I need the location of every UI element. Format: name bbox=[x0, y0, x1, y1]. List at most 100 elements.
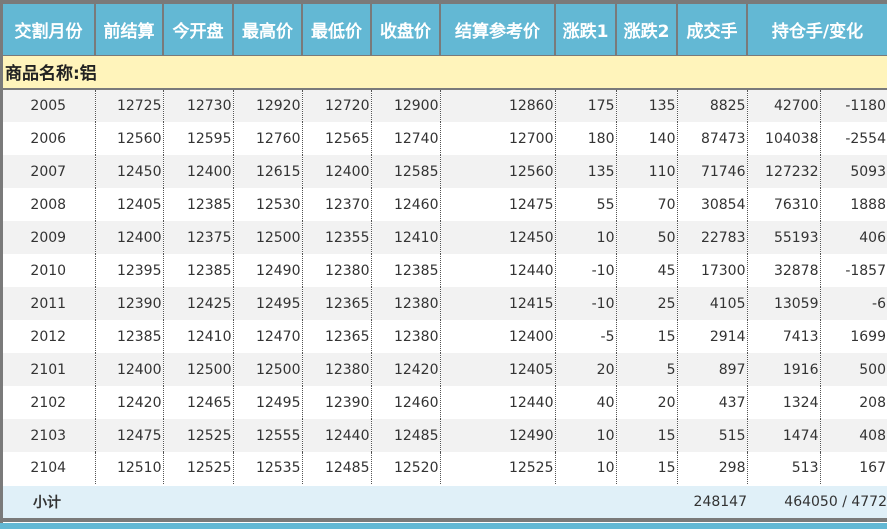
header-settle-ref: 结算参考价 bbox=[440, 4, 556, 55]
table-cell: -10 bbox=[555, 287, 617, 320]
table-cell: 135 bbox=[555, 155, 617, 188]
table-cell: 17300 bbox=[677, 254, 748, 287]
table-cell: 87473 bbox=[677, 122, 748, 155]
subtotal-open-interest: 464050 / 4772 bbox=[747, 484, 887, 522]
table-cell: 12475 bbox=[95, 419, 164, 452]
futures-quote-table: 交割月份 前结算 今开盘 最高价 最低价 收盘价 结算参考价 涨跌1 涨跌2 成… bbox=[3, 4, 887, 522]
table-cell: 12410 bbox=[163, 320, 234, 353]
table-row: 2007 12450 12400 12615 12400 12585 12560 135 110… bbox=[3, 155, 887, 188]
subtotal-volume: 248147 bbox=[677, 484, 747, 522]
table-cell: 12440 bbox=[440, 254, 556, 287]
table-cell: 12390 bbox=[95, 287, 164, 320]
table-cell: 50 bbox=[616, 221, 678, 254]
table-cell: 1699 bbox=[850, 328, 886, 345]
table-cell: 12470 bbox=[233, 320, 303, 353]
table-cell: 2102 bbox=[3, 386, 96, 419]
table-cell: 12485 bbox=[371, 419, 441, 452]
table-cell: 180 bbox=[555, 122, 617, 155]
table-cell: -5 bbox=[555, 320, 617, 353]
table-cell: 45 bbox=[616, 254, 678, 287]
header-close: 收盘价 bbox=[371, 4, 441, 55]
table-cell: 12510 bbox=[95, 452, 164, 485]
table-cell: 2008 bbox=[3, 188, 96, 221]
table-cell: 2914 bbox=[677, 320, 748, 353]
table-cell: 12440 bbox=[302, 419, 372, 452]
table-cell: 12500 bbox=[233, 353, 303, 386]
table-cell: 12375 bbox=[163, 221, 234, 254]
table-cell: 32878 bbox=[747, 254, 821, 287]
table-cell: 12520 bbox=[371, 452, 441, 485]
table-cell: 12400 bbox=[440, 320, 556, 353]
table-cell: 7413 bbox=[747, 320, 821, 353]
table-cell: 2005 bbox=[3, 89, 96, 122]
table-cell: 15 bbox=[616, 452, 678, 485]
table-cell: 12395 bbox=[95, 254, 164, 287]
table-cell: 10 bbox=[555, 452, 617, 485]
table-cell: 12450 bbox=[440, 221, 556, 254]
table-cell: 12495 bbox=[233, 386, 303, 419]
table-cell: 2010 bbox=[3, 254, 96, 287]
table-cell: 167 bbox=[859, 460, 886, 476]
subtotal-row: 小计 248147 464050 / 4772 bbox=[3, 484, 887, 522]
table-cell: -1857 bbox=[845, 262, 886, 279]
table-cell: 12555 bbox=[233, 419, 303, 452]
table-cell: 12415 bbox=[440, 287, 556, 320]
table-cell: 42700 bbox=[747, 89, 821, 122]
table-cell: 12420 bbox=[371, 353, 441, 386]
table-cell: 12385 bbox=[163, 188, 234, 221]
table-cell: 12400 bbox=[302, 155, 372, 188]
table-cell: 12525 bbox=[163, 419, 234, 452]
table-cell: 12380 bbox=[302, 353, 372, 386]
table-cell: 12500 bbox=[233, 221, 303, 254]
table-cell: 12385 bbox=[95, 320, 164, 353]
table-row: 2103 12475 12525 12555 12440 12485 12490 10 15 51… bbox=[3, 419, 887, 452]
table-cell: 12355 bbox=[302, 221, 372, 254]
table-cell: 12530 bbox=[233, 188, 303, 221]
table-cell: 30854 bbox=[677, 188, 748, 221]
table-cell: 12420 bbox=[95, 386, 164, 419]
table-cell: 10 bbox=[555, 221, 617, 254]
table-cell: 12370 bbox=[302, 188, 372, 221]
table-cell: 406 bbox=[820, 221, 887, 254]
table-row: 2104 12510 12525 12535 12485 12520 12525 10 15 29… bbox=[3, 452, 887, 485]
table-row: 2008 12405 12385 12530 12370 12460 12475 55 70 30… bbox=[3, 188, 887, 221]
table-cell: 12405 bbox=[95, 188, 164, 221]
table-cell: 12900 bbox=[371, 89, 441, 122]
table-cell: 12485 bbox=[302, 452, 372, 485]
table-cell: 13059 bbox=[747, 287, 821, 320]
table-cell: -10 bbox=[555, 254, 617, 287]
table-cell: 135 bbox=[616, 89, 678, 122]
table-cell: 55193 bbox=[747, 221, 821, 254]
table-cell: 4105 bbox=[677, 287, 748, 320]
table-cell: 897 bbox=[677, 353, 748, 386]
header-delivery-month: 交割月份 bbox=[3, 4, 96, 55]
table-row: 2010 12395 12385 12490 12380 12385 12440 -10 45 1… bbox=[3, 254, 887, 287]
table-cell: 15 bbox=[616, 419, 678, 452]
table-row: 2009 12400 12375 12500 12355 12410 12450 10 50 22… bbox=[3, 221, 887, 254]
bottom-header-bar bbox=[0, 523, 887, 529]
table-cell: 2104 bbox=[3, 452, 96, 485]
table-cell: 10 bbox=[555, 419, 617, 452]
header-volume: 成交手 bbox=[677, 4, 748, 55]
table-cell: 12380 bbox=[371, 287, 441, 320]
table-cell: -1180 bbox=[820, 89, 887, 122]
header-open: 今开盘 bbox=[163, 4, 234, 55]
table-cell: 1324 bbox=[747, 386, 821, 419]
table-cell: -2554 bbox=[845, 130, 886, 147]
table-cell: 513 bbox=[747, 452, 821, 485]
table-cell: 12400 bbox=[163, 155, 234, 188]
table-cell: 12365 bbox=[302, 287, 372, 320]
table-cell: 110 bbox=[616, 155, 678, 188]
table-cell: 12535 bbox=[233, 452, 303, 485]
table-cell: 1474 bbox=[747, 419, 821, 452]
table-cell: 71746 bbox=[677, 155, 748, 188]
table-cell: 12740 bbox=[371, 122, 441, 155]
table-cell: 40 bbox=[555, 386, 617, 419]
table-cell: 12615 bbox=[233, 155, 303, 188]
table-cell: 12385 bbox=[163, 254, 234, 287]
header-change2: 涨跌2 bbox=[616, 4, 678, 55]
table-cell: 12700 bbox=[440, 122, 556, 155]
table-cell: 175 bbox=[555, 89, 617, 122]
table-cell: 12475 bbox=[440, 188, 556, 221]
